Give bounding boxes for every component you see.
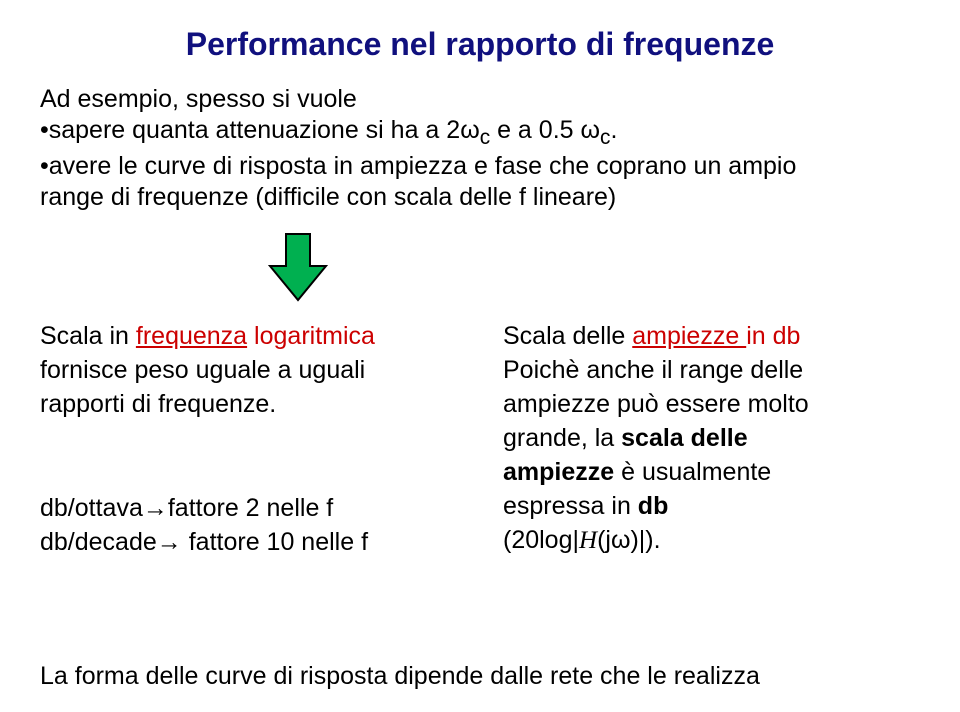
spacer [40, 422, 457, 492]
left-line-1: Scala in frequenza logaritmica [40, 320, 457, 352]
intro-lead: Ad esempio, spesso si vuole [40, 85, 920, 114]
text [247, 322, 254, 350]
text: )|). [630, 526, 660, 554]
text: •sapere quanta attenuazione si ha a 2 [40, 116, 460, 144]
right-line-6: espressa in db [503, 490, 920, 522]
left-column: Scala in frequenza logaritmica fornisce … [40, 320, 457, 560]
text: db/ottava [40, 494, 143, 522]
down-arrow-icon [268, 232, 328, 307]
highlight-frequenza: frequenza [136, 322, 247, 350]
text: (20log| [503, 526, 579, 554]
right-line-3: ampiezze può essere molto [503, 388, 920, 420]
text: db/decade [40, 528, 157, 556]
slide-title: Performance nel rapporto di frequenze [40, 26, 920, 63]
footer-line: La forma delle curve di risposta dipende… [40, 660, 920, 692]
left-line-2: fornisce peso uguale a uguali [40, 354, 457, 386]
text: e a 0.5 [490, 116, 580, 144]
text: . [610, 116, 617, 144]
text: è usualmente [614, 458, 771, 486]
text: grande, la [503, 424, 621, 452]
intro-block: Ad esempio, spesso si vuole •sapere quan… [40, 85, 920, 212]
right-line-2: Poichè anche il range delle [503, 354, 920, 386]
bold-text: ampiezze [503, 458, 614, 486]
right-line-4: grande, la scala delle [503, 422, 920, 454]
right-line-5: ampiezze è usualmente [503, 456, 920, 488]
intro-bullet-1: •sapere quanta attenuazione si ha a 2ωc … [40, 116, 920, 150]
highlight-in-db: in db [746, 322, 800, 350]
omega: ω [581, 116, 601, 144]
left-line-4: db/ottava→fattore 2 nelle f [40, 492, 457, 524]
highlight-logaritmica: logaritmica [254, 322, 375, 350]
text: Scala delle [503, 322, 632, 350]
subscript-c: c [480, 126, 490, 149]
text: espressa in [503, 492, 638, 520]
math-h: H [579, 527, 597, 554]
text: fattore 2 nelle f [168, 494, 333, 522]
intro-bullet-2a: •avere le curve di risposta in ampiezza … [40, 152, 920, 181]
text: (j [597, 526, 611, 554]
highlight-ampiezze: ampiezze [632, 322, 746, 350]
omega: ω [460, 116, 480, 144]
intro-bullet-2b: range di frequenze (difficile con scala … [40, 183, 920, 212]
omega: ω [611, 526, 631, 554]
subscript-c: c [600, 126, 610, 149]
left-line-5: db/decade→ fattore 10 nelle f [40, 526, 457, 558]
left-line-3: rapporti di frequenze. [40, 388, 457, 420]
bold-text: db [638, 492, 669, 520]
right-line-7: (20log|H(jω)|). [503, 524, 920, 557]
arrow-glyph: → [143, 494, 168, 522]
columns: Scala in frequenza logaritmica fornisce … [40, 320, 920, 560]
arrow-glyph: → [157, 528, 182, 556]
right-line-1: Scala delle ampiezze in db [503, 320, 920, 352]
right-column: Scala delle ampiezze in db Poichè anche … [503, 320, 920, 560]
bold-text: scala delle [621, 424, 747, 452]
text: fattore 10 nelle f [182, 528, 368, 556]
text: Scala in [40, 322, 136, 350]
slide: Performance nel rapporto di frequenze Ad… [0, 0, 960, 712]
